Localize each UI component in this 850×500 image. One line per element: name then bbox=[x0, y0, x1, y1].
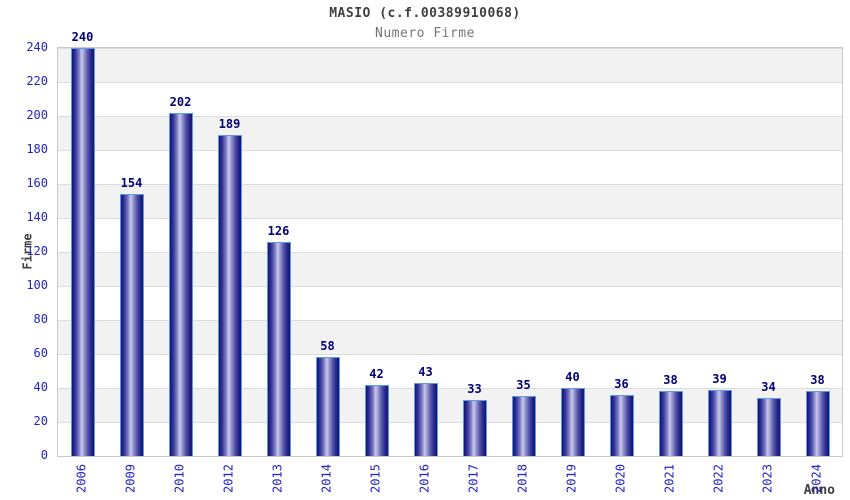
bar-value-label: 34 bbox=[761, 380, 776, 394]
y-tick-label: 220 bbox=[26, 74, 48, 88]
y-tick-label: 0 bbox=[40, 448, 48, 462]
bar-2017 bbox=[463, 400, 487, 456]
x-tick-label: 2009 bbox=[123, 464, 138, 493]
y-tick-label: 40 bbox=[33, 380, 48, 394]
y-tick-label: 20 bbox=[33, 414, 48, 428]
y-tick-label: 200 bbox=[26, 108, 48, 122]
x-tick-label: 2018 bbox=[515, 464, 530, 493]
y-tick-label: 100 bbox=[26, 278, 48, 292]
bar-value-label: 58 bbox=[320, 339, 335, 353]
bar-2021 bbox=[659, 391, 683, 456]
bar-value-label: 39 bbox=[712, 372, 727, 386]
x-tick-label: 2012 bbox=[221, 464, 236, 493]
bar-2012 bbox=[218, 135, 242, 456]
bar-value-label: 40 bbox=[565, 370, 580, 384]
x-tick-label: 2017 bbox=[466, 464, 481, 493]
y-tick-label: 120 bbox=[26, 244, 48, 258]
bar-value-label: 42 bbox=[369, 367, 384, 381]
bar-2023 bbox=[757, 398, 781, 456]
x-tick-label: 2013 bbox=[270, 464, 285, 493]
x-tick-label: 2024 bbox=[809, 464, 824, 493]
x-tick-label: 2019 bbox=[564, 464, 579, 493]
bar-2024 bbox=[806, 391, 830, 456]
bar-value-label: 189 bbox=[218, 117, 241, 131]
chart-title: MASIO (c.f.00389910068) bbox=[329, 6, 521, 21]
bar-value-label: 36 bbox=[614, 377, 629, 391]
y-tick-label: 240 bbox=[26, 40, 48, 54]
bar-2019 bbox=[561, 388, 585, 456]
bar-value-label: 154 bbox=[120, 176, 143, 190]
bar-value-label: 240 bbox=[71, 30, 94, 44]
x-tick-label: 2010 bbox=[172, 464, 187, 493]
x-tick-label: 2006 bbox=[74, 464, 89, 493]
chart-subtitle: Numero Firme bbox=[375, 26, 475, 41]
bar-2010 bbox=[169, 113, 193, 456]
bar-value-label: 43 bbox=[418, 365, 433, 379]
bar-value-label: 35 bbox=[516, 378, 531, 392]
bar-2014 bbox=[316, 357, 340, 456]
bar-2006 bbox=[71, 48, 95, 456]
bar-2016 bbox=[414, 383, 438, 456]
x-axis-label: Anno bbox=[803, 483, 835, 498]
x-tick-label: 2021 bbox=[662, 464, 677, 493]
x-tick-label: 2023 bbox=[760, 464, 775, 493]
bar-2009 bbox=[120, 194, 144, 456]
bar-2018 bbox=[512, 396, 536, 456]
y-tick-label: 60 bbox=[33, 346, 48, 360]
bar-2015 bbox=[365, 385, 389, 456]
y-tick-label: 80 bbox=[33, 312, 48, 326]
y-tick-label: 160 bbox=[26, 176, 48, 190]
y-tick-label: 180 bbox=[26, 142, 48, 156]
bar-value-label: 38 bbox=[810, 373, 825, 387]
x-tick-label: 2015 bbox=[368, 464, 383, 493]
bar-2013 bbox=[267, 242, 291, 456]
bar-value-label: 38 bbox=[663, 373, 678, 387]
bar-2022 bbox=[708, 390, 732, 456]
x-tick-label: 2014 bbox=[319, 464, 334, 493]
plot-area bbox=[57, 47, 843, 457]
x-tick-label: 2016 bbox=[417, 464, 432, 493]
bar-2020 bbox=[610, 395, 634, 456]
bar-value-label: 202 bbox=[169, 95, 192, 109]
bar-value-label: 126 bbox=[267, 224, 290, 238]
x-tick-label: 2022 bbox=[711, 464, 726, 493]
x-tick-label: 2020 bbox=[613, 464, 628, 493]
y-tick-label: 140 bbox=[26, 210, 48, 224]
bar-value-label: 33 bbox=[467, 382, 482, 396]
